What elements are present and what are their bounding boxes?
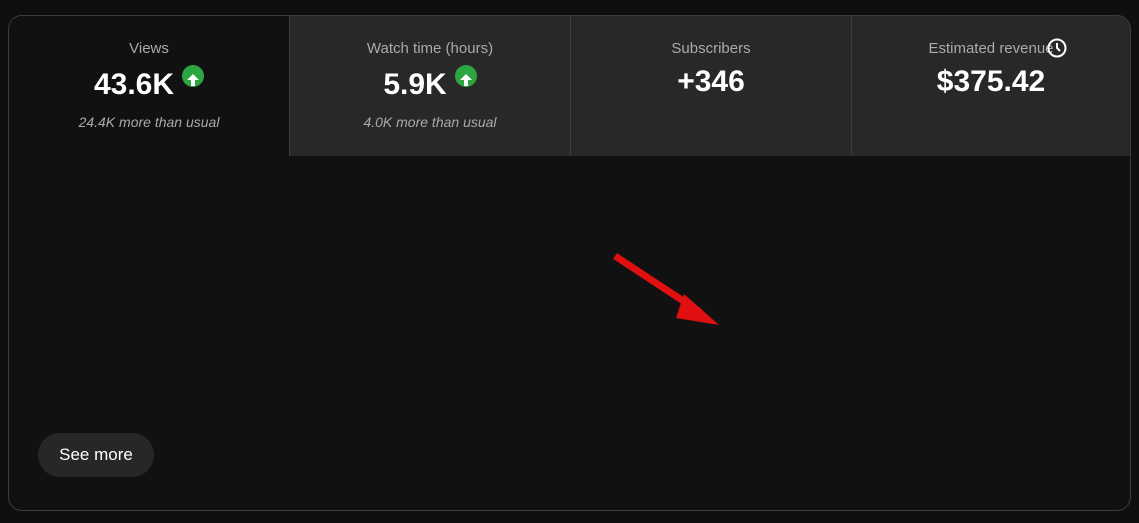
analytics-card: Views43.6K015.0K30.0K45.0K0102030405060 … bbox=[8, 15, 1131, 511]
metric-value: +346 bbox=[571, 65, 851, 99]
metric-note: 24.4K more than usual bbox=[78, 114, 220, 130]
metric-value: 5.9K bbox=[290, 65, 570, 102]
metric-label: Subscribers bbox=[671, 40, 751, 57]
metric-value-text: +346 bbox=[677, 65, 745, 98]
annotation-arrowhead bbox=[676, 294, 719, 325]
metric-note: 4.0K more than usual bbox=[363, 114, 497, 130]
metric-label: Watch time (hours) bbox=[366, 40, 494, 57]
metric-tab[interactable]: Watch time (hours) 5.9K 4.0K more than usu… bbox=[289, 16, 570, 156]
metric-label: Views bbox=[129, 40, 169, 57]
metric-value: $375.42 bbox=[852, 65, 1130, 99]
clock-icon bbox=[1047, 38, 1067, 58]
see-more-button[interactable]: See more bbox=[38, 433, 154, 477]
metric-value-text: 43.6K bbox=[93, 68, 175, 101]
trend-up-icon bbox=[454, 65, 477, 87]
metric-tab[interactable]: Subscribers +346 bbox=[570, 16, 851, 156]
metric-tab[interactable]: Estimated revenue $375.42 bbox=[851, 16, 1130, 156]
metric-value-text: $375.42 bbox=[936, 65, 1046, 98]
metric-label: Estimated revenue bbox=[928, 40, 1054, 57]
metric-value-text: 5.9K bbox=[383, 68, 447, 101]
